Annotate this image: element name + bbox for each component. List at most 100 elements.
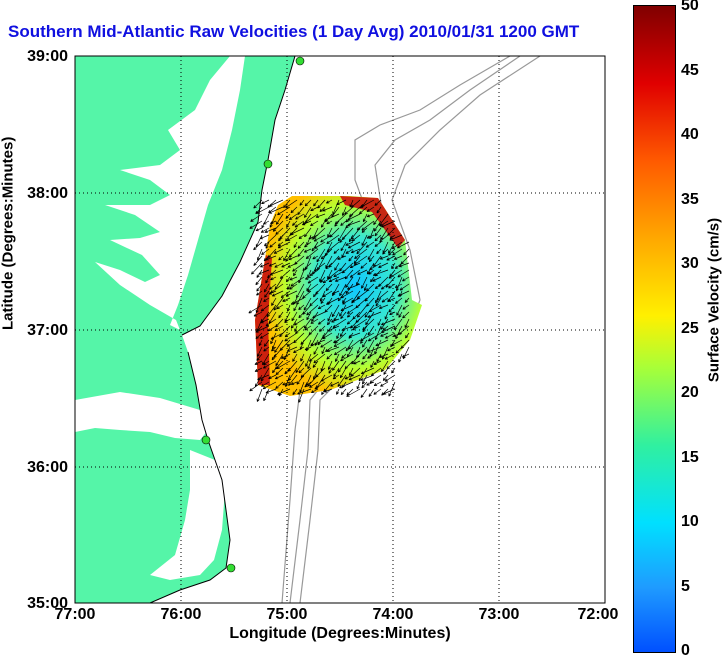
velocity-arrow xyxy=(366,381,375,386)
colorbar-tick: 50 xyxy=(681,0,699,14)
velocity-arrow xyxy=(345,276,354,288)
velocity-arrow xyxy=(353,360,361,365)
velocity-arrow xyxy=(349,199,354,208)
velocity-arrow xyxy=(350,248,361,254)
velocity-arrow xyxy=(339,304,347,317)
velocity-arrow xyxy=(251,262,263,275)
velocity-arrow xyxy=(360,332,375,342)
velocity-arrow xyxy=(337,360,347,373)
velocity-arrow xyxy=(261,381,270,387)
velocity-arrow xyxy=(313,199,319,207)
velocity-arrow xyxy=(276,304,284,310)
velocity-arrow xyxy=(381,318,396,326)
velocity-arrow xyxy=(336,332,340,340)
velocity-arrow xyxy=(320,220,326,228)
velocity-arrow xyxy=(340,241,347,252)
velocity-arrow xyxy=(372,269,389,277)
velocity-arrow xyxy=(393,255,403,260)
velocity-arrow xyxy=(320,360,326,372)
velocity-arrow xyxy=(361,276,368,289)
velocity-arrow xyxy=(253,199,263,209)
velocity-arrow xyxy=(309,381,319,388)
velocity-arrow xyxy=(373,213,382,226)
velocity-arrow xyxy=(293,346,305,353)
velocity-arrow xyxy=(271,353,277,361)
velocity-arrow xyxy=(355,346,368,358)
velocity-arrow xyxy=(378,262,389,268)
velocity-arrow xyxy=(278,255,284,261)
velocity-arrow xyxy=(319,206,326,213)
velocity-arrow xyxy=(306,311,312,321)
velocity-arrow xyxy=(361,220,375,231)
velocity-arrow xyxy=(368,304,382,312)
velocity-arrow xyxy=(257,346,263,357)
velocity-arrow xyxy=(325,262,333,270)
velocity-arrow xyxy=(306,304,319,316)
velocity-arrow xyxy=(300,353,305,362)
velocity-arrow xyxy=(273,248,284,254)
velocity-arrow xyxy=(363,283,368,291)
velocity-arrow xyxy=(405,332,410,339)
velocity-arrow xyxy=(275,213,284,225)
velocity-arrow xyxy=(381,346,389,360)
velocity-arrow xyxy=(370,276,375,283)
velocity-arrow xyxy=(398,353,403,363)
velocity-arrow xyxy=(267,269,277,279)
velocity-arrow xyxy=(304,276,312,280)
velocity-arrow xyxy=(286,339,298,347)
velocity-arrow xyxy=(325,255,333,269)
velocity-arrow xyxy=(389,234,403,241)
velocity-arrow xyxy=(370,360,375,368)
velocity-arrow xyxy=(290,206,298,214)
velocity-arrow xyxy=(313,234,326,242)
velocity-arrow xyxy=(325,283,333,292)
velocity-arrow xyxy=(263,283,270,293)
velocity-arrow xyxy=(360,374,375,381)
velocity-arrow xyxy=(324,213,340,221)
velocity-arrow xyxy=(253,255,263,266)
velocity-arrow xyxy=(377,318,382,326)
velocity-arrow xyxy=(305,248,319,259)
velocity-arrow xyxy=(308,234,319,240)
velocity-arrow xyxy=(380,318,389,330)
velocity-arrow xyxy=(277,388,291,395)
velocity-arrow xyxy=(257,374,270,381)
velocity-arrow xyxy=(260,227,270,233)
velocity-arrow xyxy=(276,360,291,370)
velocity-arrow xyxy=(351,297,361,303)
colorbar-tick: 30 xyxy=(681,255,699,272)
velocity-arrow xyxy=(263,388,270,402)
y-axis-label: Latitude (Degrees:Minutes) xyxy=(0,136,17,330)
velocity-arrow xyxy=(253,241,263,251)
velocity-arrow xyxy=(310,318,319,324)
velocity-arrow xyxy=(282,297,291,302)
velocity-arrow xyxy=(258,269,270,275)
velocity-arrow xyxy=(269,283,277,290)
velocity-arrow xyxy=(345,339,354,352)
velocity-arrow xyxy=(382,248,389,255)
velocity-arrow xyxy=(271,297,277,306)
velocity-arrow xyxy=(269,269,284,276)
velocity-arrow xyxy=(399,283,410,291)
velocity-arrow xyxy=(308,353,319,362)
velocity-arrow xyxy=(320,374,333,382)
velocity-arrow xyxy=(286,346,298,352)
velocity-arrow xyxy=(316,248,326,263)
velocity-arrow xyxy=(304,213,319,223)
velocity-arrow xyxy=(283,248,291,262)
velocity-arrow xyxy=(315,213,326,218)
velocity-arrow xyxy=(287,283,291,290)
velocity-arrow xyxy=(311,388,319,394)
velocity-arrow xyxy=(320,234,333,243)
velocity-arrow xyxy=(294,325,298,332)
velocity-arrow xyxy=(346,388,361,397)
velocity-arrow xyxy=(382,374,389,381)
velocity-arrow xyxy=(383,388,396,395)
velocity-arrow xyxy=(384,374,396,382)
velocity-arrow xyxy=(360,262,368,269)
velocity-arrow xyxy=(322,276,333,284)
velocity-arrow xyxy=(345,241,354,246)
velocity-arrow xyxy=(277,206,291,216)
velocity-arrow xyxy=(368,255,375,263)
velocity-arrow xyxy=(271,290,284,297)
